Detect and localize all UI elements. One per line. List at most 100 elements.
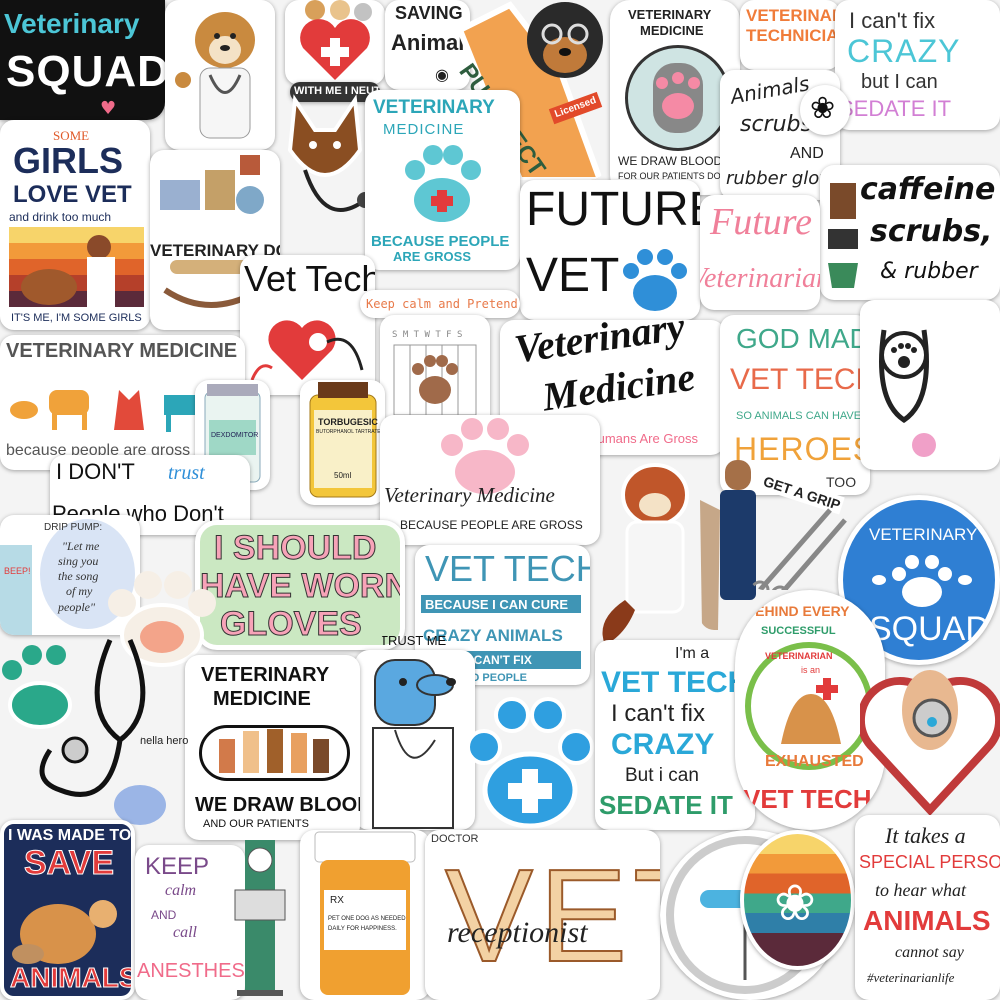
paw-icon — [872, 555, 972, 607]
sticker-text: VETERINARY TECHNICIAN — [746, 6, 840, 45]
sticker-text: #veterinarianlife — [867, 970, 955, 985]
sticker-keep-calm-anesthesia: KEEP calm AND call ANESTHESIA — [135, 845, 245, 1000]
sticker-text: calm — [165, 882, 197, 899]
sticker-text: people" — [58, 600, 96, 614]
sticker-text: DEXDOMITOR — [211, 432, 259, 439]
sticker-some-girls: SOME GIRLS LOVE VET and drink too much I… — [0, 120, 150, 330]
sticker-text: WE DRAW BLOOD — [618, 154, 723, 168]
sticker-special-person: It takes a SPECIAL PERSON to hear what A… — [855, 815, 1000, 1000]
sticker-text: AND — [151, 908, 177, 922]
sticker-vet-medicine-pink-paw: Veterinary Medicine BECAUSE PEOPLE ARE G… — [380, 415, 600, 545]
paw-cross-icon — [466, 697, 594, 829]
sticker-text: BECAUSE PEOPLE ARE GROSS — [400, 518, 583, 532]
sticker-vet-receptionist: DOCTOR VET receptionist — [425, 830, 660, 1000]
sticker-text: hella hero — [140, 735, 189, 747]
sticker-vet-medicine-badge: VETERINARY MEDICINE WE DRAW BLOOD AND OU… — [185, 655, 360, 840]
red-panda-icon — [602, 463, 689, 645]
heart-cross-icon — [300, 0, 372, 80]
sticker-saving-animals: SAVING Animals ◉ — [385, 0, 470, 90]
sticker-text: TRUST ME — [380, 633, 447, 648]
blue-dog-doctor-icon — [372, 659, 456, 829]
sticker-text: of my — [66, 584, 93, 598]
sticker-text: VETERINARY — [628, 7, 712, 22]
hand-heart-icon — [860, 670, 1000, 816]
pets-icon — [12, 900, 117, 964]
sticker-text: FUTURE — [526, 183, 700, 236]
sticker-retro-paw: ❀ — [740, 830, 855, 970]
sticker-made-to-save: I WAS MADE TO SAVE ANIMALS — [0, 820, 135, 1000]
sticker-paw-black: ❀ — [800, 85, 850, 135]
paw-cross-icon — [405, 145, 481, 222]
sticker-vet-medicine-paw: VETERINARY MEDICINE WE DRAW BLOOD FOR OU… — [610, 0, 740, 195]
sticker-text: VET TECHS — [730, 363, 870, 396]
sticker-text: CRAZY — [847, 33, 961, 69]
sticker-text: VETERINARY — [869, 525, 978, 544]
sticker-text: SQUAD — [6, 47, 165, 96]
sticker-text: ANIMALS — [863, 905, 991, 936]
sticker-text: sing you — [58, 554, 99, 568]
sticker-text: DRIP PUMP: — [44, 522, 103, 533]
sticker-im-a-vet-tech: I'm a VET TECH I can't fix CRAZY But i c… — [595, 640, 755, 830]
sticker-text: It takes a — [885, 823, 966, 848]
sticker-should-have-worn-gloves: I SHOULD HAVE WORN GLOVES — [195, 520, 405, 650]
sticker-text: S M T W T F S — [392, 330, 463, 340]
sticker-text: MEDICINE — [213, 688, 311, 710]
sticker-text: But i can — [625, 765, 699, 786]
sticker-red-panda-vet — [595, 450, 710, 650]
sticker-text: AND — [790, 145, 824, 162]
sticker-text: VET TECH — [425, 548, 590, 589]
paws-oval — [199, 725, 350, 781]
teal-paw-stethoscope-icon — [2, 639, 166, 825]
sticker-text: VET TECH — [743, 784, 872, 814]
heart-stethoscope-icon — [250, 320, 364, 381]
sticker-caffeine: caffeine scrubs, & rubber — [820, 165, 1000, 300]
sticker-blue-dog-doctor — [355, 650, 475, 830]
sticker-text: CRAZY ANIMALS — [423, 626, 563, 645]
sticker-text: VETERINARY MEDICINE — [6, 340, 238, 362]
sticker-best-vet-ever — [860, 300, 1000, 470]
sticker-text: Vet Tech — [244, 258, 375, 299]
sticker-text: SPECIAL PERSON — [859, 852, 1000, 872]
paw-icon — [623, 249, 687, 311]
calendar-paw-icon — [393, 344, 477, 416]
sticker-pill-bottle: RX PET ONE DOG AS NEEDED DAILY FOR HAPPI… — [300, 830, 430, 1000]
sticker-neuter: WITH ME I NEUTER — [290, 82, 380, 102]
sticker-text: BUTORPHANOL TARTRATE — [316, 429, 381, 435]
sticker-heart-pets — [285, 0, 385, 85]
anesthesia-machine-icon — [234, 840, 286, 996]
sticker-anesthesia-machine — [215, 830, 305, 1000]
sticker-text: rubber gloves — [726, 168, 840, 189]
dog-glasses-icon — [527, 2, 603, 78]
sticker-vet-horse — [700, 440, 780, 630]
sticker-paw-cream — [100, 565, 225, 670]
sticker-future-vet: FUTURE VET — [520, 180, 700, 320]
sticker-text: EXHAUSTED — [765, 753, 864, 770]
sticker-text: scrubs, — [870, 214, 993, 249]
heart-icon: ♥ — [100, 98, 117, 119]
forceps-icon — [750, 508, 847, 590]
paw-icon: ❀ — [774, 874, 816, 932]
sticker-hand-heart — [860, 650, 1000, 820]
sticker-dog-glasses — [510, 0, 610, 90]
sticker-text: STUPID PEOPLE — [439, 672, 528, 684]
sticker-text: WITH ME I NEUTER — [294, 85, 380, 97]
paws-row-icon — [219, 729, 329, 773]
sticker-text: VET — [444, 842, 660, 989]
paw-icon — [441, 418, 529, 494]
sticker-text: receptionist — [447, 916, 588, 949]
sticker-text: I WAS MADE TO — [8, 827, 132, 844]
banner — [421, 595, 581, 613]
sticker-text: BEEP! — [4, 566, 31, 576]
sticker-text: HEROES — [734, 431, 870, 467]
sticker-text: DOCTOR — [431, 833, 479, 845]
sticker-text: CRAZY — [611, 728, 715, 761]
sticker-text: Keep calm and Pretend — [366, 297, 518, 311]
sticker-text: trust — [168, 462, 205, 484]
sticker-text: SAVE — [23, 844, 115, 882]
sticker-text: BEHIND EVERY — [745, 603, 850, 619]
sticker-text: LOVE VET — [13, 181, 132, 208]
dog-stethoscope-icon — [287, 94, 373, 212]
sticker-text: TORBUGESIC — [318, 417, 378, 427]
sticker-text: Veterinary — [4, 8, 140, 39]
sticker-text: I can't fix — [849, 8, 936, 33]
